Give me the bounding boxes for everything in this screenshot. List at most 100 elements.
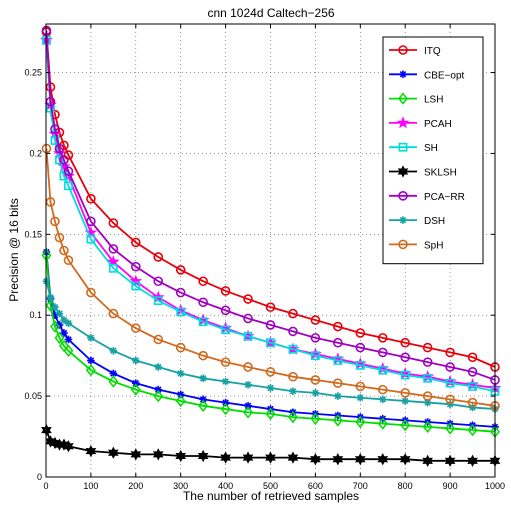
data-point: [46, 293, 55, 302]
data-point: [266, 384, 275, 392]
series-line: [45, 40, 496, 393]
data-point: [131, 237, 141, 248]
data-point: [400, 419, 411, 432]
data-point: [265, 367, 276, 377]
data-point: [422, 357, 433, 367]
legend-label: SpH: [424, 240, 443, 251]
data-point: [197, 449, 209, 463]
data-point: [422, 454, 433, 467]
data-point: [243, 362, 253, 372]
data-point: [422, 391, 433, 401]
y-tick-label: 0.15: [24, 229, 42, 239]
data-point: [243, 331, 253, 341]
data-point: [288, 326, 298, 337]
data-point: [131, 323, 141, 333]
data-point: [467, 397, 478, 408]
data-point: [400, 388, 411, 398]
ticks: 0 100 200 300 400 500 600 700 800 900 1000 0 0.05 0.1…: [24, 24, 505, 491]
data-point: [243, 313, 253, 324]
y-tick-label: 0.25: [24, 68, 42, 78]
data-point: [355, 381, 366, 392]
data-point: [354, 453, 366, 466]
data-point: [175, 342, 186, 353]
series-line: [45, 255, 496, 433]
series-group: [40, 25, 502, 467]
data-point: [86, 193, 96, 204]
series-sh: [42, 35, 500, 396]
data-point: [87, 356, 95, 365]
data-point: [310, 333, 321, 343]
data-point: [355, 342, 366, 353]
data-point: [220, 402, 231, 416]
data-point: [334, 392, 342, 400]
legend-item: SKLSH: [389, 165, 457, 179]
legend-item: PCAH: [389, 116, 452, 130]
series-dsh: [42, 277, 499, 413]
data-point: [130, 448, 142, 461]
data-point: [288, 344, 298, 354]
data-point: [54, 331, 65, 345]
data-point: [108, 446, 119, 459]
data-point: [377, 333, 388, 343]
legend-marker: [399, 70, 407, 79]
data-point: [400, 337, 411, 348]
data-point: [377, 347, 388, 358]
grid: [46, 24, 495, 477]
data-point: [444, 454, 456, 467]
data-point: [399, 453, 411, 466]
x-tick-label: 1000: [485, 481, 505, 491]
data-point: [333, 378, 343, 388]
data-point: [445, 422, 456, 435]
data-point: [154, 385, 163, 394]
x-tick-label: 100: [83, 481, 98, 491]
series-line: [45, 148, 496, 407]
data-point: [153, 276, 164, 287]
data-point: [288, 371, 298, 382]
legend-item: SH: [389, 142, 438, 154]
data-point: [243, 406, 254, 419]
data-point: [265, 320, 276, 330]
data-point: [310, 412, 321, 425]
data-point: [60, 329, 68, 337]
data-point: [467, 423, 478, 437]
x-tick-label: 600: [308, 481, 323, 491]
data-point: [423, 373, 433, 383]
data-point: [130, 383, 141, 396]
data-point: [64, 335, 73, 344]
data-point: [467, 454, 478, 467]
data-point: [63, 166, 74, 177]
data-point: [467, 352, 478, 363]
data-point: [467, 367, 478, 377]
data-point: [175, 449, 187, 463]
data-point: [87, 334, 95, 342]
legend: ITQ CBE−opt LSH PCAH SH SKLSH PCA−RR DSH SpH: [382, 36, 484, 265]
data-point: [377, 417, 388, 430]
data-point: [377, 453, 389, 466]
series-line: [45, 32, 496, 368]
data-point: [242, 451, 254, 464]
data-point: [198, 276, 208, 287]
data-point: [265, 302, 276, 312]
y-tick-label: 0.2: [29, 148, 42, 158]
legend-marker: [398, 142, 408, 152]
x-tick-label: 900: [443, 481, 458, 491]
data-point: [198, 399, 209, 413]
x-axis-label: The number of retrieved samples: [183, 489, 359, 503]
legend-marker: [398, 191, 408, 201]
data-point: [288, 308, 298, 319]
data-point: [60, 316, 68, 324]
data-point: [333, 356, 343, 365]
data-point: [64, 181, 73, 191]
data-point: [220, 286, 231, 296]
data-point: [108, 375, 119, 388]
data-point: [109, 347, 118, 355]
data-point: [400, 352, 411, 363]
data-point: [422, 420, 433, 434]
x-tick-label: 800: [398, 481, 413, 491]
legend-label: SH: [424, 143, 438, 154]
legend-marker: [396, 116, 410, 129]
legend-marker: [398, 239, 408, 250]
data-point: [265, 451, 276, 464]
data-point: [153, 252, 164, 262]
legend-item: CBE−opt: [389, 70, 465, 81]
